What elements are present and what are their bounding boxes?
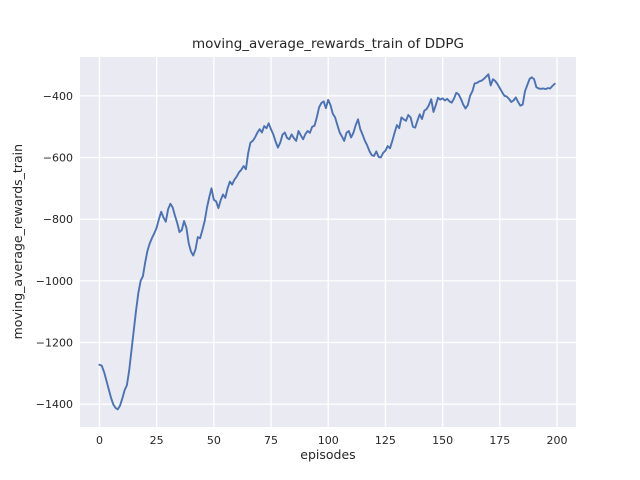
y-tick-label: −600 <box>43 152 73 165</box>
x-tick-label: 75 <box>264 434 278 447</box>
y-tick-label: −400 <box>43 90 73 103</box>
x-tick-label: 25 <box>150 434 164 447</box>
x-tick-label: 100 <box>318 434 339 447</box>
x-axis-label: episodes <box>300 447 356 462</box>
y-axis-label: moving_average_rewards_train <box>10 144 25 340</box>
y-tick-label: −800 <box>43 213 73 226</box>
x-tick-label: 175 <box>489 434 510 447</box>
x-tick-label: 50 <box>207 434 221 447</box>
x-tick-label: 0 <box>96 434 103 447</box>
line-series-moving_average_rewards_train <box>98 73 556 411</box>
y-tick-label: −1200 <box>36 337 73 350</box>
x-tick-label: 150 <box>432 434 453 447</box>
chart-title: moving_average_rewards_train of DDPG <box>192 36 464 52</box>
x-tick-label: 125 <box>375 434 396 447</box>
y-tick-label: −1400 <box>36 398 73 411</box>
y-tick-label: −1000 <box>36 275 73 288</box>
x-tick-label: 200 <box>547 434 568 447</box>
y-axis-label-wrap: moving_average_rewards_train <box>10 57 25 427</box>
